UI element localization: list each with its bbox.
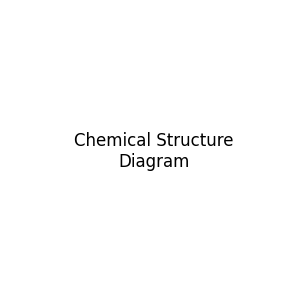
Text: Chemical Structure
Diagram: Chemical Structure Diagram	[74, 132, 233, 171]
